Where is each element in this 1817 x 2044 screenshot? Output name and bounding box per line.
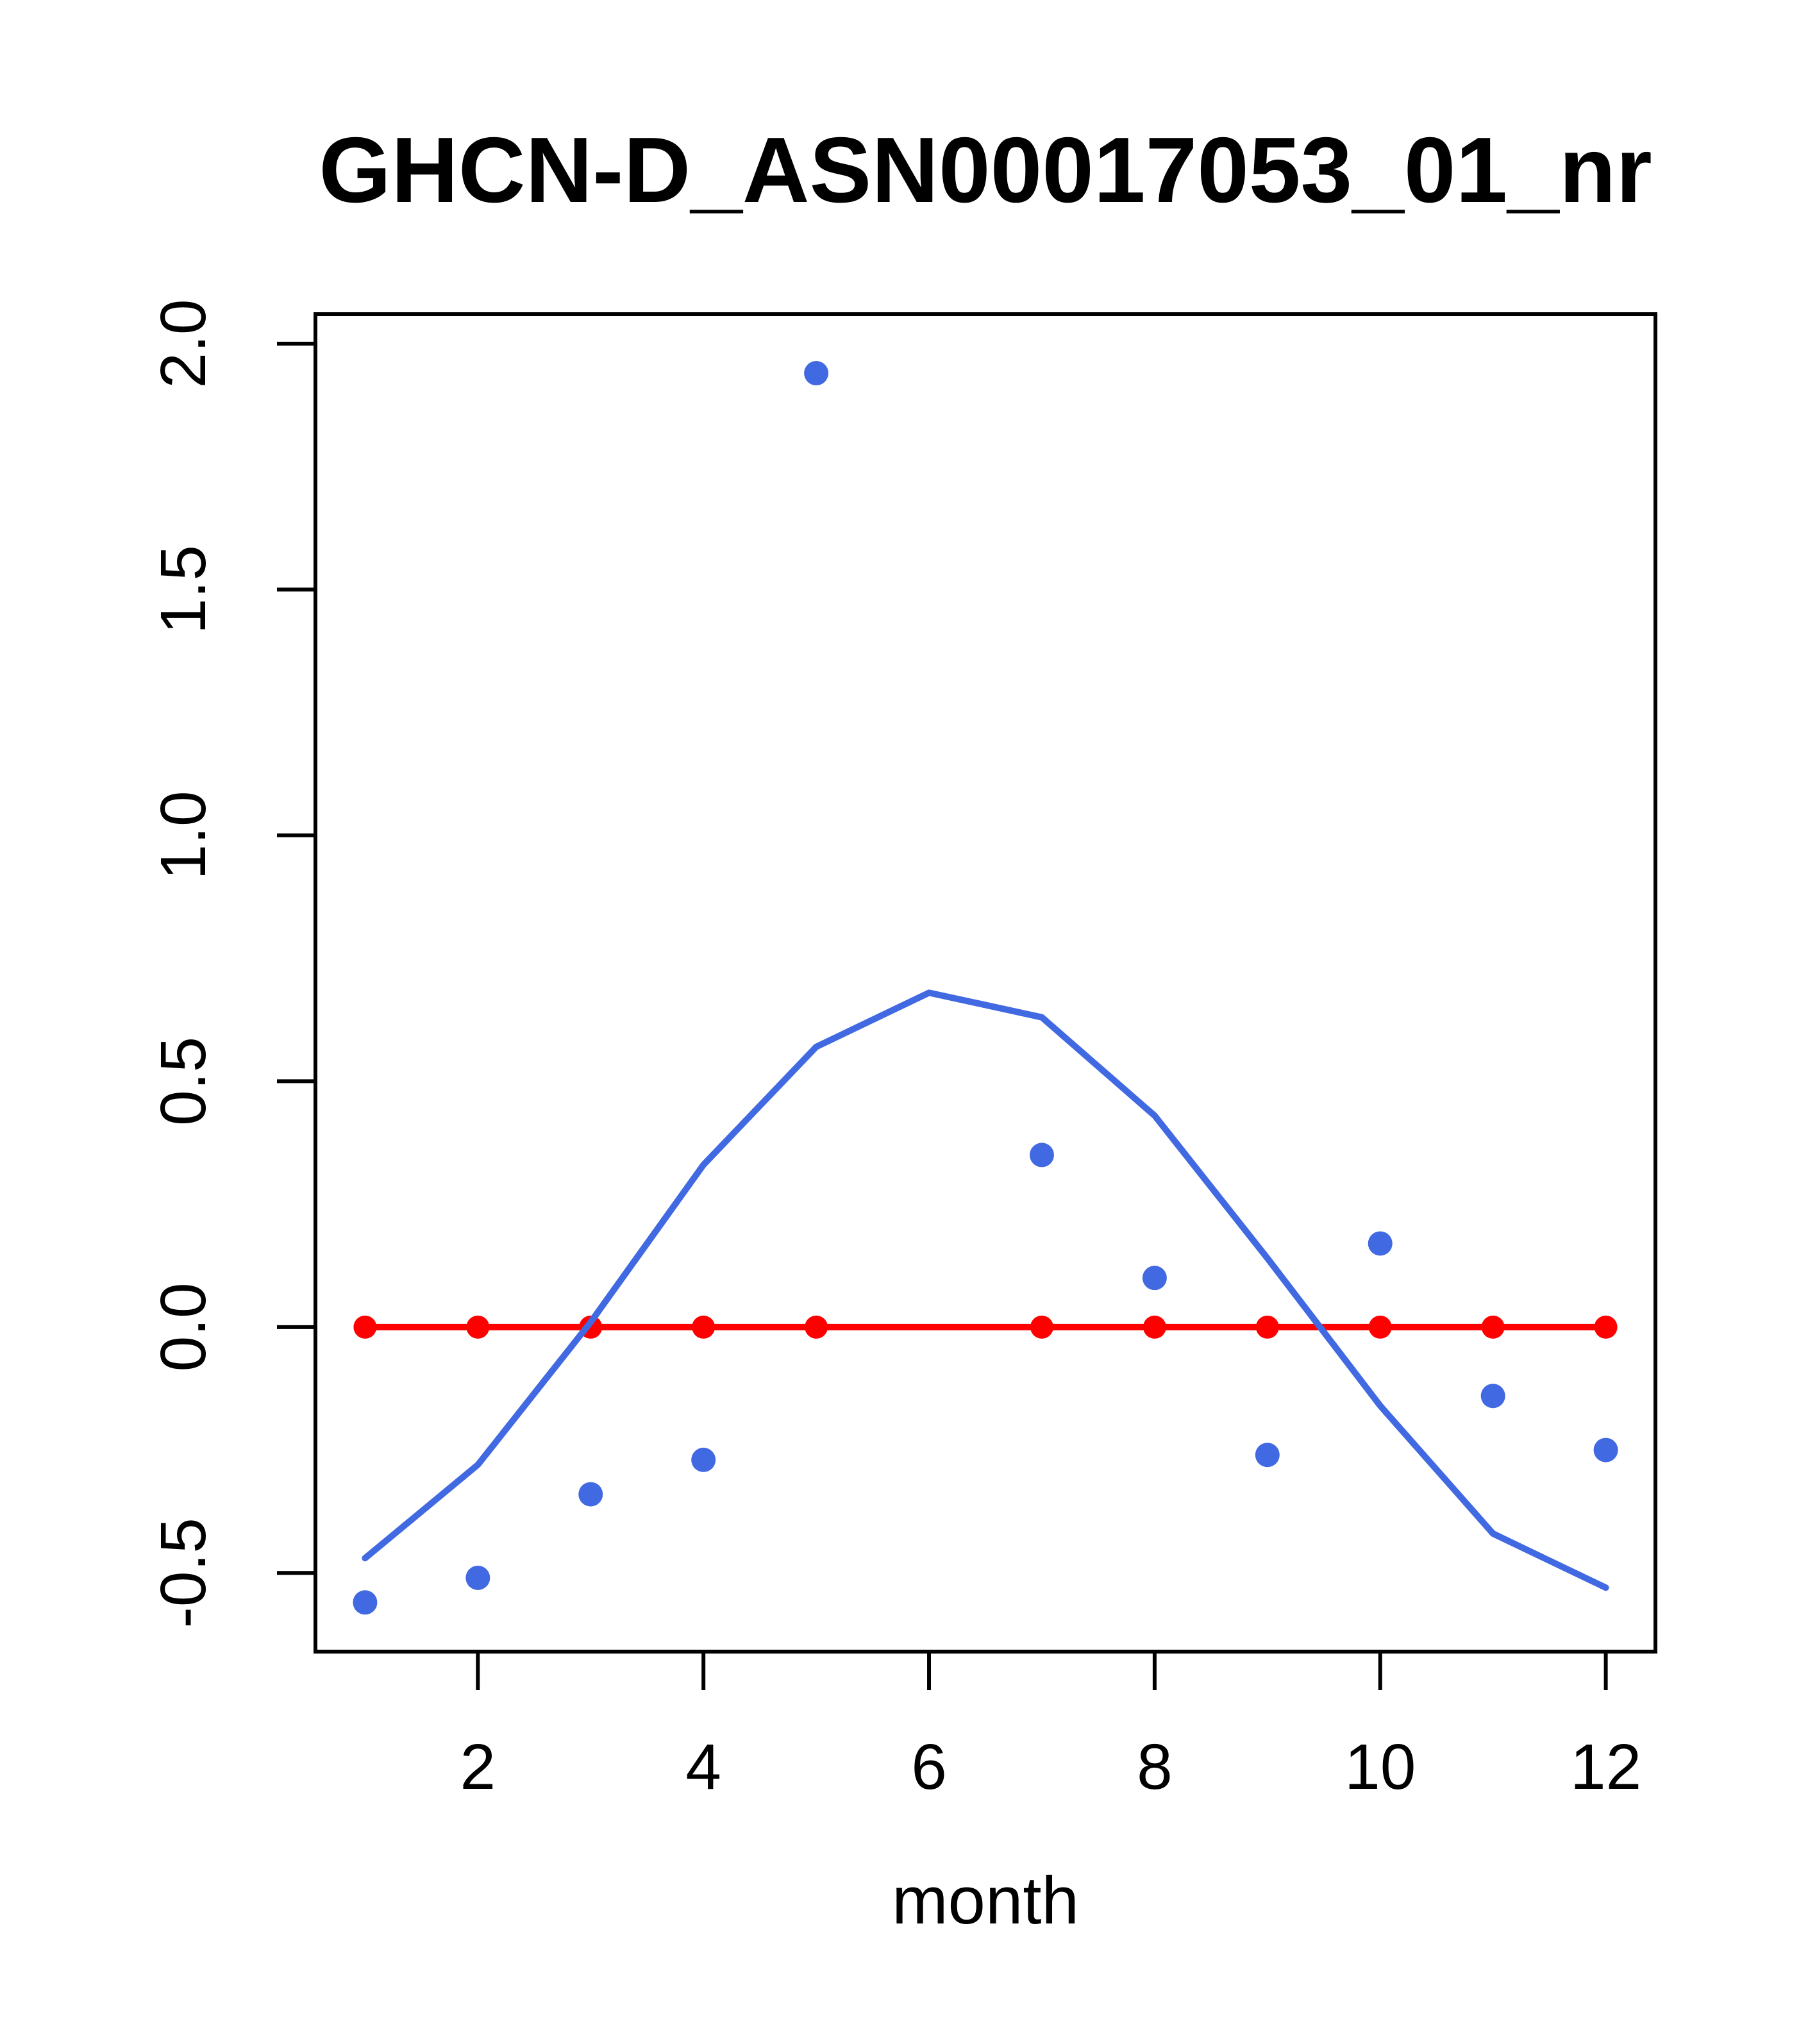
axis-ticks-layer: 2 4 6 8 10 12 -0.5 0.0 0.5 1.0 1.5 2.0 [147, 299, 1641, 1803]
zero-reference-points-marker [692, 1315, 716, 1339]
y-tick-label: 0.5 [147, 1037, 219, 1126]
monthly-anomaly-points-marker [1480, 1384, 1505, 1409]
plot-box [314, 312, 1657, 1654]
monthly-anomaly-points-marker [1029, 1143, 1054, 1168]
zero-reference-points-marker [1255, 1315, 1279, 1339]
monthly-anomaly-points-marker [465, 1565, 490, 1590]
monthly-anomaly-points-marker [578, 1482, 603, 1507]
data-series-layer [353, 361, 1618, 1615]
zero-reference-points-marker [1030, 1315, 1053, 1339]
x-tick-label: 4 [685, 1731, 721, 1803]
zero-reference-points-marker [1594, 1315, 1618, 1339]
seasonal-cycle-line [362, 989, 1609, 1591]
monthly-anomaly-points-marker [353, 1590, 378, 1615]
chart-title: GHCN-D_ASN00017053_01_nr [319, 118, 1652, 222]
monthly-anomaly-points-marker [691, 1447, 716, 1472]
y-tick-label: 1.0 [147, 791, 219, 880]
monthly-anomaly-points-marker [804, 361, 829, 386]
zero-reference-points-marker [1368, 1315, 1392, 1339]
x-tick-label: 12 [1570, 1731, 1641, 1803]
zero-reference-points-marker [466, 1315, 490, 1339]
x-tick-label: 6 [911, 1731, 947, 1803]
y-tick-label: 2.0 [147, 299, 219, 389]
y-tick-label: 0.0 [147, 1282, 219, 1371]
monthly-anomaly-points-marker [1142, 1266, 1167, 1291]
monthly-anomaly-points-marker [1368, 1231, 1393, 1256]
x-axis-label: month [892, 1863, 1079, 1938]
zero-reference-points-marker [1143, 1315, 1166, 1339]
monthly-anomaly-points-marker [1255, 1443, 1280, 1468]
y-tick-label: 1.5 [147, 545, 219, 634]
x-tick-label: 10 [1344, 1731, 1416, 1803]
zero-reference-points-marker [805, 1315, 828, 1339]
y-tick-label: -0.5 [147, 1518, 219, 1628]
x-tick-label: 8 [1137, 1731, 1173, 1803]
zero-reference-points-marker [1481, 1315, 1505, 1339]
x-tick-label: 2 [460, 1731, 496, 1803]
zero-reference-points-marker [353, 1315, 377, 1339]
monthly-anomaly-points-marker [1593, 1437, 1618, 1462]
